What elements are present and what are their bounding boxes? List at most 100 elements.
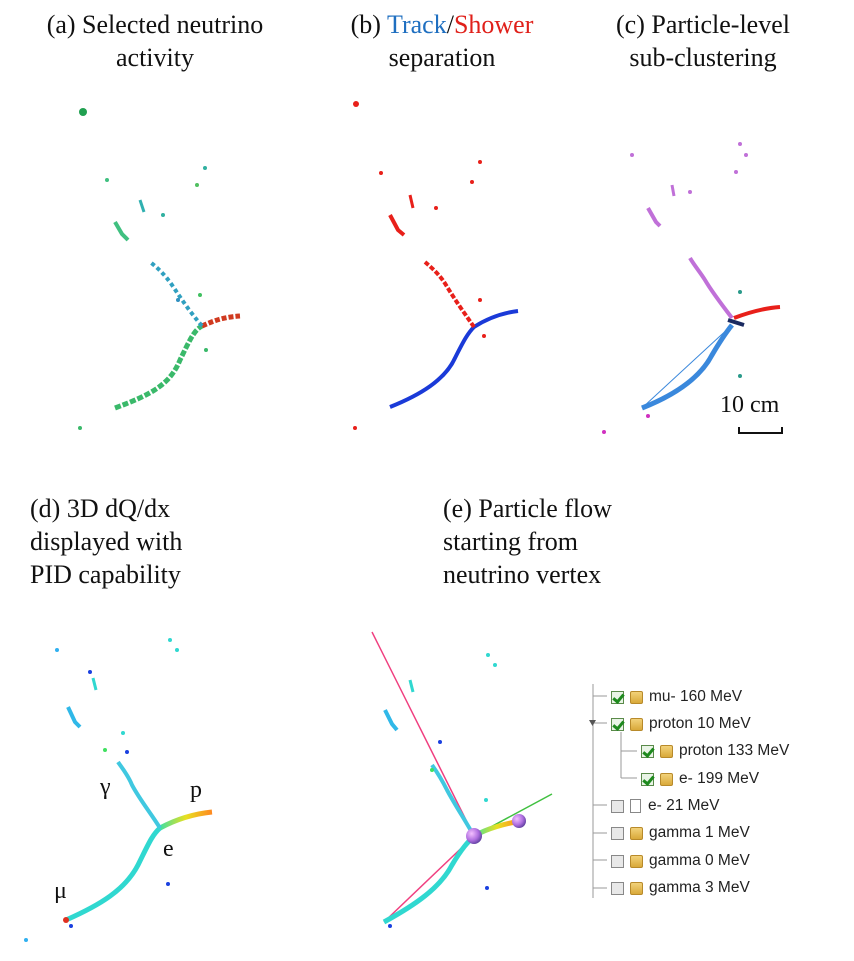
panel-c-muon-track <box>641 323 734 411</box>
panel-d-title-line2: displayed with <box>30 527 183 556</box>
panel-e-title: (e) Particle flow starting from neutrino… <box>443 492 743 591</box>
panel-b-slash: / <box>446 10 454 39</box>
tree-row[interactable]: proton 133 MeV <box>641 740 789 762</box>
panel-c-electron-stub <box>727 318 745 327</box>
panel-c-hit <box>602 430 606 434</box>
visibility-checkbox[interactable] <box>611 717 624 731</box>
panel-d-hit <box>88 670 92 674</box>
panel-d-hit <box>125 750 129 754</box>
panel-a-title-line2: activity <box>116 43 194 72</box>
tree-row-label: e- 199 MeV <box>679 770 760 787</box>
panel-b-hit <box>478 298 482 302</box>
visibility-checkbox[interactable] <box>611 854 624 868</box>
panel-b-proton-track <box>472 309 519 329</box>
panel-c-title: (c) Particle-level sub-clustering <box>588 8 818 74</box>
panel-c-shower-fragment-2 <box>670 184 676 197</box>
panel-b-muon-track <box>389 325 476 409</box>
panel-e-proton-endpoint <box>512 814 526 828</box>
panel-e-shower-fragment-2 <box>408 679 415 693</box>
tree-row[interactable]: e- 21 MeV <box>611 795 720 817</box>
panel-d-display <box>24 638 213 942</box>
document-icon <box>630 799 641 813</box>
panel-b-title: (b) Track/Shower separation <box>322 8 562 74</box>
panel-d-proton-track <box>158 809 213 831</box>
panel-a-shower-fragment-2 <box>138 199 146 213</box>
panel-c-hit <box>738 142 742 146</box>
visibility-checkbox[interactable] <box>611 799 624 813</box>
panel-b-hit <box>353 101 359 107</box>
panel-a-proton-track <box>200 313 241 329</box>
panel-a-hit <box>78 426 82 430</box>
tree-row[interactable]: gamma 1 MeV <box>611 822 750 844</box>
panel-c-hit <box>734 170 738 174</box>
folder-icon <box>660 772 673 786</box>
panel-c-connector-line <box>641 324 733 409</box>
panel-a-hit <box>195 183 199 187</box>
panel-b-hit <box>379 171 383 175</box>
visibility-checkbox[interactable] <box>641 772 654 786</box>
panel-d-hit <box>166 882 170 886</box>
folder-icon <box>630 717 643 731</box>
panel-b-hit <box>478 160 482 164</box>
visibility-checkbox[interactable] <box>611 690 624 704</box>
panel-d-title-line3: PID capability <box>30 560 181 589</box>
electron-label: e <box>163 836 174 862</box>
panel-e-display <box>371 631 553 928</box>
tree-row[interactable]: gamma 0 MeV <box>611 850 750 872</box>
panel-e-hit <box>484 798 488 802</box>
panel-e-hit <box>486 653 490 657</box>
panel-d-hit <box>103 748 107 752</box>
tree-row[interactable]: e- 199 MeV <box>641 768 759 790</box>
folder-icon <box>660 744 673 758</box>
panel-b-hit <box>353 426 357 430</box>
panel-d-shower-fragment-2 <box>91 677 98 691</box>
panel-d-shower-fragment-1 <box>66 706 82 729</box>
tree-row-label: proton 133 MeV <box>679 742 790 759</box>
panel-b-shower-fragment-1 <box>388 214 406 237</box>
panel-c-title-line1: (c) Particle-level <box>616 10 790 39</box>
panel-d-hit <box>168 638 172 642</box>
panel-a-hit <box>203 166 207 170</box>
panel-c-display <box>602 142 783 434</box>
scale-bar-label: 10 cm <box>720 392 780 418</box>
folder-icon <box>630 854 643 868</box>
panel-d-hit <box>175 648 179 652</box>
panel-e-muon-track <box>382 834 476 925</box>
tree-row[interactable]: gamma 3 MeV <box>611 877 750 899</box>
gamma-label: γ <box>100 774 111 800</box>
visibility-checkbox[interactable] <box>641 744 654 758</box>
panel-e-hit <box>438 740 442 744</box>
panel-e-title-line1: (e) Particle flow <box>443 494 612 523</box>
panel-b-shower-fragment-2 <box>408 194 415 209</box>
panel-e-hit <box>430 768 434 772</box>
panel-e-hit <box>485 886 489 890</box>
panel-e-vertex <box>466 828 482 844</box>
panel-b-shower <box>423 260 476 329</box>
panel-a-hit <box>161 213 165 217</box>
folder-icon <box>630 881 643 895</box>
panel-e-title-line3: neutrino vertex <box>443 560 602 589</box>
panel-d-hit <box>24 938 28 942</box>
tree-row[interactable]: proton 10 MeV <box>611 713 751 735</box>
panel-d-hit <box>55 648 59 652</box>
panel-e-shower-fragment-1 <box>383 709 399 732</box>
panel-c-title-line2: sub-clustering <box>629 43 777 72</box>
panel-e-title-line2: starting from <box>443 527 579 556</box>
panel-e-hit <box>388 924 392 928</box>
panel-b-shower-word: Shower <box>453 10 534 39</box>
panel-c-hit <box>744 153 748 157</box>
panel-b-hit <box>434 206 438 210</box>
visibility-checkbox[interactable] <box>611 881 624 895</box>
panel-b-track-word: Track <box>386 10 447 39</box>
panel-a-hit <box>176 298 180 302</box>
panel-c-shower <box>688 256 734 320</box>
visibility-checkbox[interactable] <box>611 826 624 840</box>
panel-c-hit <box>738 290 742 294</box>
panel-a-hit <box>198 293 202 297</box>
panel-e-shower <box>430 763 476 837</box>
panel-d-muon-start <box>63 917 69 923</box>
panel-a-title: (a) Selected neutrino activity <box>20 8 290 74</box>
panel-a-title-line1: (a) Selected neutrino <box>46 10 264 39</box>
tree-row[interactable]: mu- 160 MeV <box>611 686 742 708</box>
